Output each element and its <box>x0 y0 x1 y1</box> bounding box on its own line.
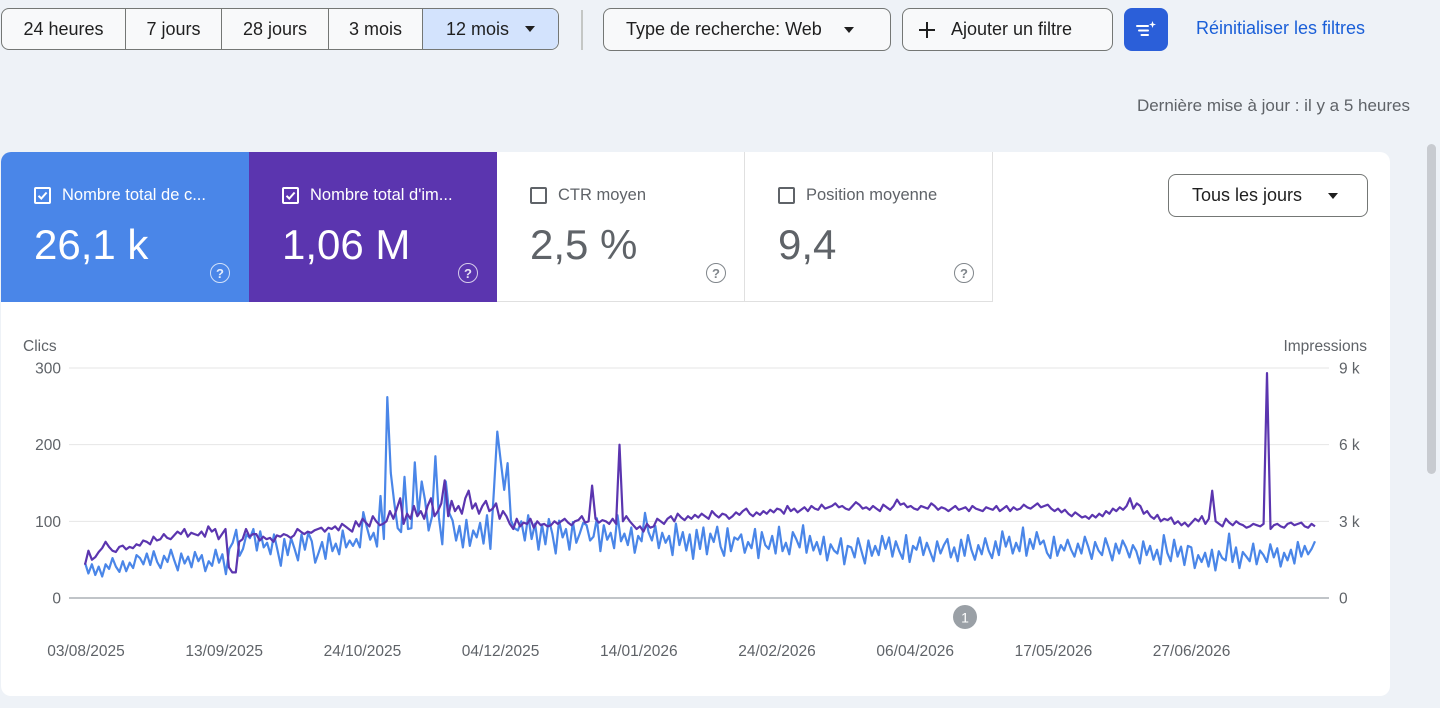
left-tick-label: 100 <box>35 514 61 531</box>
toolbar-divider <box>581 10 583 50</box>
chevron-down-icon <box>1328 192 1339 199</box>
right-tick-label: 3 k <box>1339 514 1360 531</box>
range-option-3m[interactable]: 3 mois <box>329 9 423 49</box>
date-range-selector: 24 heures 7 jours 28 jours 3 mois 12 moi… <box>1 8 559 50</box>
metric-total-impressions[interactable]: Nombre total d'im... 1,06 M ? <box>249 152 497 302</box>
range-option-12m[interactable]: 12 mois <box>423 9 558 49</box>
x-tick-label: 03/08/2025 <box>47 643 125 660</box>
x-tick-label: 04/12/2025 <box>462 643 540 660</box>
add-filter-button[interactable]: Ajouter un filtre <box>902 8 1113 51</box>
range-option-28d[interactable]: 28 jours <box>222 9 329 49</box>
scrollbar-thumb[interactable] <box>1427 144 1436 474</box>
metric-label: CTR moyen <box>558 186 647 204</box>
annotation-marker <box>953 605 977 629</box>
checkbox-checked-icon[interactable] <box>282 187 299 204</box>
chevron-down-icon <box>843 26 854 33</box>
series-line-clics <box>83 395 1317 578</box>
metric-total-clicks[interactable]: Nombre total de c... 26,1 k ? <box>1 152 249 302</box>
annotation-label: 1 <box>961 610 969 626</box>
reset-filters-link[interactable]: Réinitialiser les filtres <box>1196 18 1366 38</box>
chevron-down-icon <box>525 26 536 32</box>
metric-value: 1,06 M <box>282 221 411 268</box>
plus-icon <box>919 21 935 38</box>
right-axis-title: Impressions <box>1283 338 1367 355</box>
right-tick-label: 6 k <box>1339 437 1360 454</box>
x-tick-label: 13/09/2025 <box>185 643 263 660</box>
metric-value: 2,5 % <box>530 221 638 268</box>
toolbar: 24 heures 7 jours 28 jours 3 mois 12 moi… <box>0 0 1440 60</box>
left-tick-label: 200 <box>35 437 61 454</box>
help-icon[interactable]: ? <box>706 263 726 283</box>
x-tick-label: 24/02/2026 <box>738 643 816 660</box>
x-tick-label: 14/01/2026 <box>600 643 678 660</box>
right-tick-label: 0 <box>1339 591 1348 608</box>
help-icon[interactable]: ? <box>458 263 478 283</box>
smart-filter-button[interactable] <box>1124 8 1168 51</box>
metric-label: Nombre total de c... <box>62 186 206 204</box>
chart-svg: Clics Impressions 0 100 200 300 0 3 k 6 k 9 k 03/0… <box>23 338 1367 660</box>
performance-chart: Clics Impressions 0 100 200 300 0 3 k 6 k 9 k 03/0… <box>1 312 1390 696</box>
range-option-24h[interactable]: 24 heures <box>2 9 126 49</box>
help-icon[interactable]: ? <box>210 263 230 283</box>
left-tick-label: 300 <box>35 361 61 378</box>
metric-label: Nombre total d'im... <box>310 186 453 204</box>
left-axis-title: Clics <box>23 338 57 355</box>
last-update-text: Dernière mise à jour : il y a 5 heures <box>1136 96 1410 115</box>
granularity-dropdown[interactable]: Tous les jours <box>1168 174 1368 217</box>
metric-value: 26,1 k <box>34 221 149 268</box>
metric-average-ctr[interactable]: CTR moyen 2,5 % ? <box>497 152 745 302</box>
sparkle-filter-icon <box>1136 20 1156 36</box>
performance-card: Nombre total de c... 26,1 k ? Nombre tot… <box>1 152 1390 696</box>
metric-label: Position moyenne <box>806 186 938 204</box>
right-tick-label: 9 k <box>1339 361 1360 378</box>
x-tick-label: 24/10/2025 <box>324 643 402 660</box>
checkbox-unchecked-icon[interactable] <box>778 187 795 204</box>
page-scrollbar[interactable] <box>1424 140 1440 708</box>
range-option-7d[interactable]: 7 jours <box>126 9 222 49</box>
left-tick-label: 0 <box>52 591 61 608</box>
help-icon[interactable]: ? <box>954 263 974 283</box>
metric-value: 9,4 <box>778 221 837 268</box>
checkbox-unchecked-icon[interactable] <box>530 187 547 204</box>
search-type-dropdown[interactable]: Type de recherche: Web <box>603 8 891 51</box>
x-tick-label: 17/05/2026 <box>1015 643 1093 660</box>
metric-average-position[interactable]: Position moyenne 9,4 ? <box>745 152 993 302</box>
checkbox-checked-icon[interactable] <box>34 187 51 204</box>
series-line-impressions <box>83 371 1316 574</box>
x-tick-label: 27/06/2026 <box>1153 643 1231 660</box>
x-tick-label: 06/04/2026 <box>876 643 954 660</box>
